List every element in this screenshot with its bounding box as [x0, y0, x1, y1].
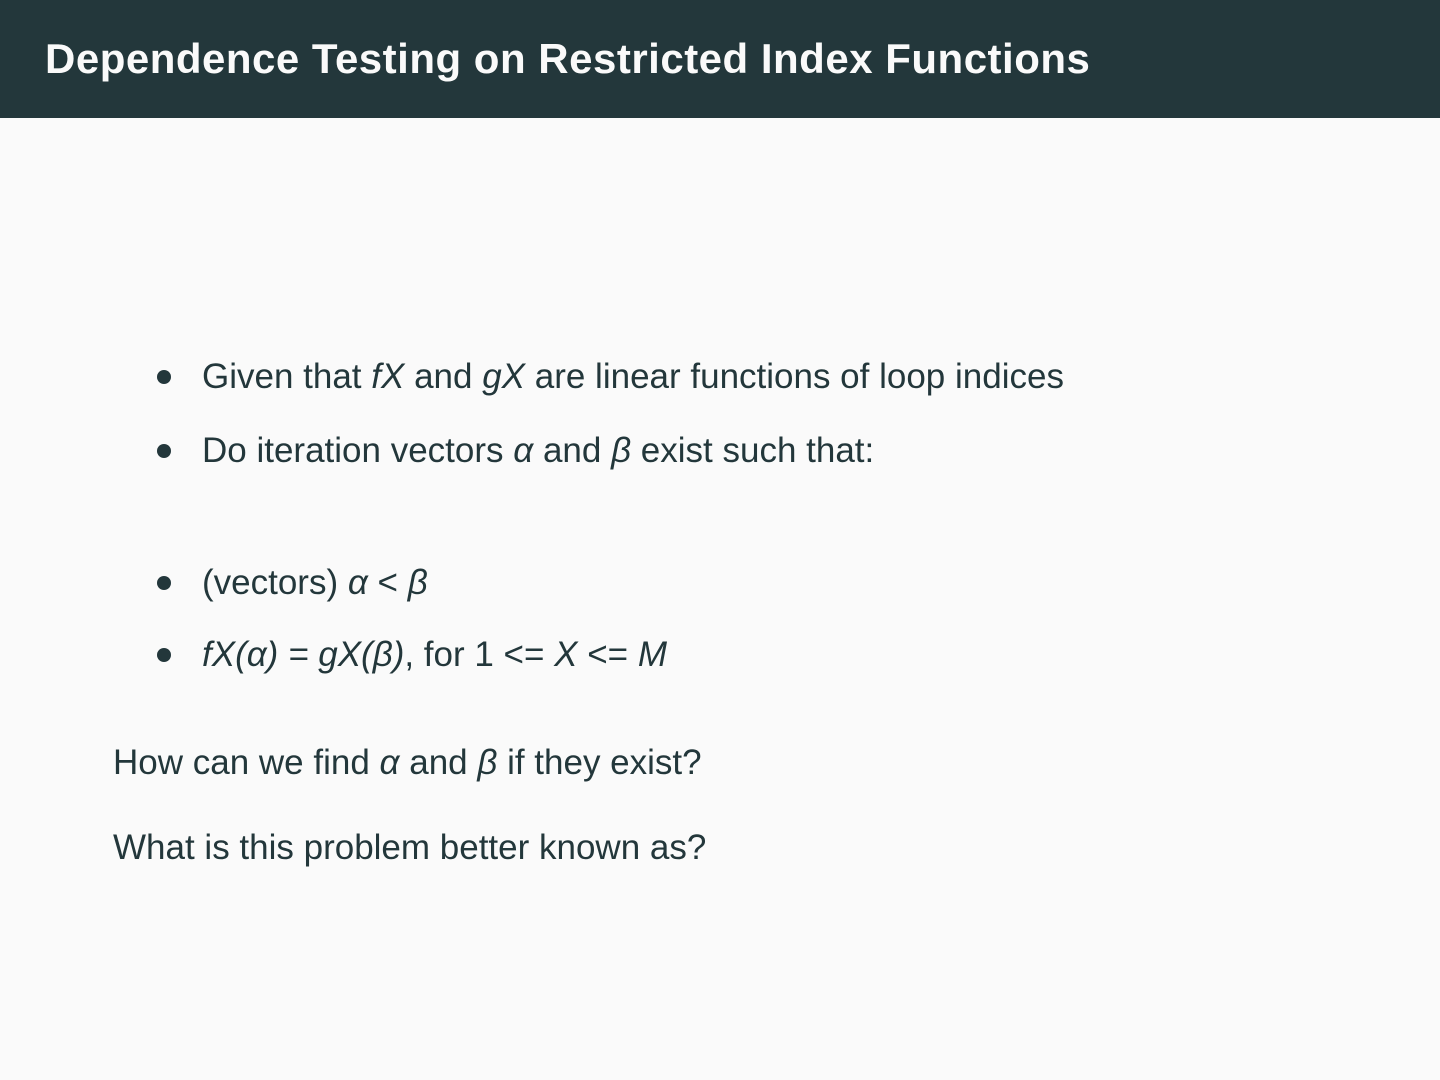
bullet-item-given-linear: Given that fX and gX are linear function…	[157, 355, 1064, 399]
bullet-dot-icon	[157, 648, 171, 662]
question-text: What is this problem better known as?	[113, 828, 707, 867]
bullet-text: fX(α) = gX(β), for 1 <= X <= M	[202, 635, 667, 674]
bullet-item-equation: fX(α) = gX(β), for 1 <= X <= M	[157, 633, 667, 677]
bullet-item-iteration-vectors: Do iteration vectors α and β exist such …	[157, 429, 874, 473]
question-find-vectors: How can we find α and β if they exist?	[113, 741, 702, 785]
bullet-text: (vectors) α < β	[202, 563, 428, 602]
bullet-dot-icon	[157, 576, 171, 590]
bullet-text: Given that fX and gX are linear function…	[202, 357, 1064, 396]
slide-header-bar: Dependence Testing on Restricted Index F…	[0, 0, 1440, 118]
bullet-dot-icon	[157, 444, 171, 458]
question-problem-name: What is this problem better known as?	[113, 826, 706, 870]
bullet-item-vectors-inequality: (vectors) α < β	[157, 561, 428, 605]
bullet-dot-icon	[157, 370, 171, 384]
question-text: How can we find α and β if they exist?	[113, 743, 702, 782]
slide-title: Dependence Testing on Restricted Index F…	[45, 35, 1091, 82]
bullet-text: Do iteration vectors α and β exist such …	[202, 431, 875, 470]
